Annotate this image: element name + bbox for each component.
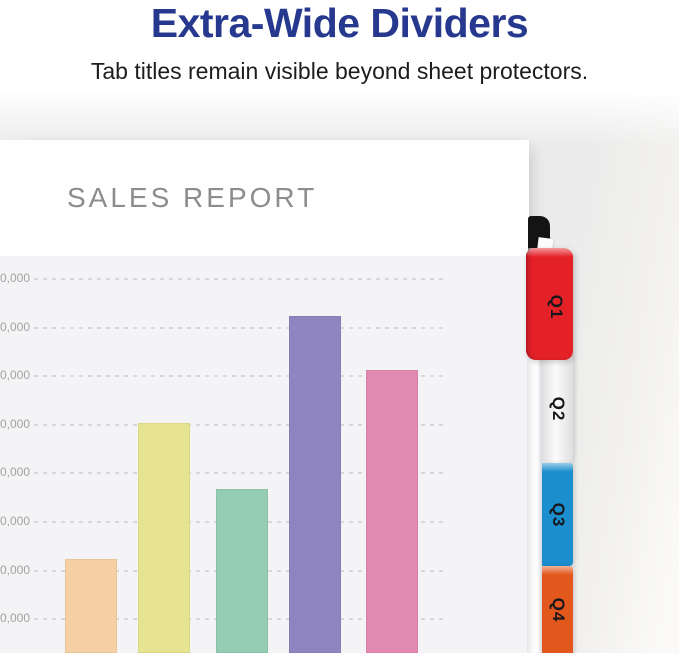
chart-bar [138, 423, 190, 653]
tab-q1: Q1 [526, 248, 573, 360]
gridline [34, 375, 447, 378]
y-axis-tick-label: 0,000 [0, 611, 31, 626]
y-axis-tick-label: 0,000 [0, 319, 31, 334]
tab-q4: Q4 [542, 566, 573, 653]
tab-q3-label: Q3 [548, 502, 568, 527]
chart-bar [65, 559, 117, 653]
page-title: Extra-Wide Dividers [150, 0, 529, 46]
chart-plot-area: 0,000 0,000 0,000 0,000 0,000 0,000 0,000 0,000 [0, 256, 529, 653]
tab-q2-label: Q2 [548, 396, 568, 421]
gridline [34, 278, 447, 280]
report-sheet: SALES REPORT 0,000 0,000 0,000 0,000 0,000 0,… [0, 140, 529, 653]
y-axis-tick-label: 0,000 [0, 514, 31, 528]
gridline [34, 423, 447, 426]
report-title: SALES REPORT [67, 182, 318, 213]
tab-q2: Q2 [542, 354, 573, 463]
tab-q3: Q3 [542, 463, 573, 566]
page-subtitle: Tab titles remain visible beyond sheet p… [90, 58, 589, 84]
gridline [34, 472, 447, 475]
y-axis-tick-label: 0,000 [0, 465, 31, 480]
chart-bar [366, 369, 418, 653]
y-axis-tick-label: 0,000 [0, 368, 31, 383]
y-axis-tick-label: 0,000 [0, 416, 31, 431]
y-axis-tick-label: 0,000 [0, 562, 31, 577]
y-axis-tick-label: 0,000 [0, 271, 31, 285]
chart-bar [289, 316, 341, 653]
tab-q1-label: Q1 [546, 295, 566, 320]
tab-q4-label: Q4 [548, 597, 568, 622]
divider-edge-spine [527, 356, 542, 653]
chart-bar [216, 488, 268, 653]
gridline [34, 326, 447, 329]
